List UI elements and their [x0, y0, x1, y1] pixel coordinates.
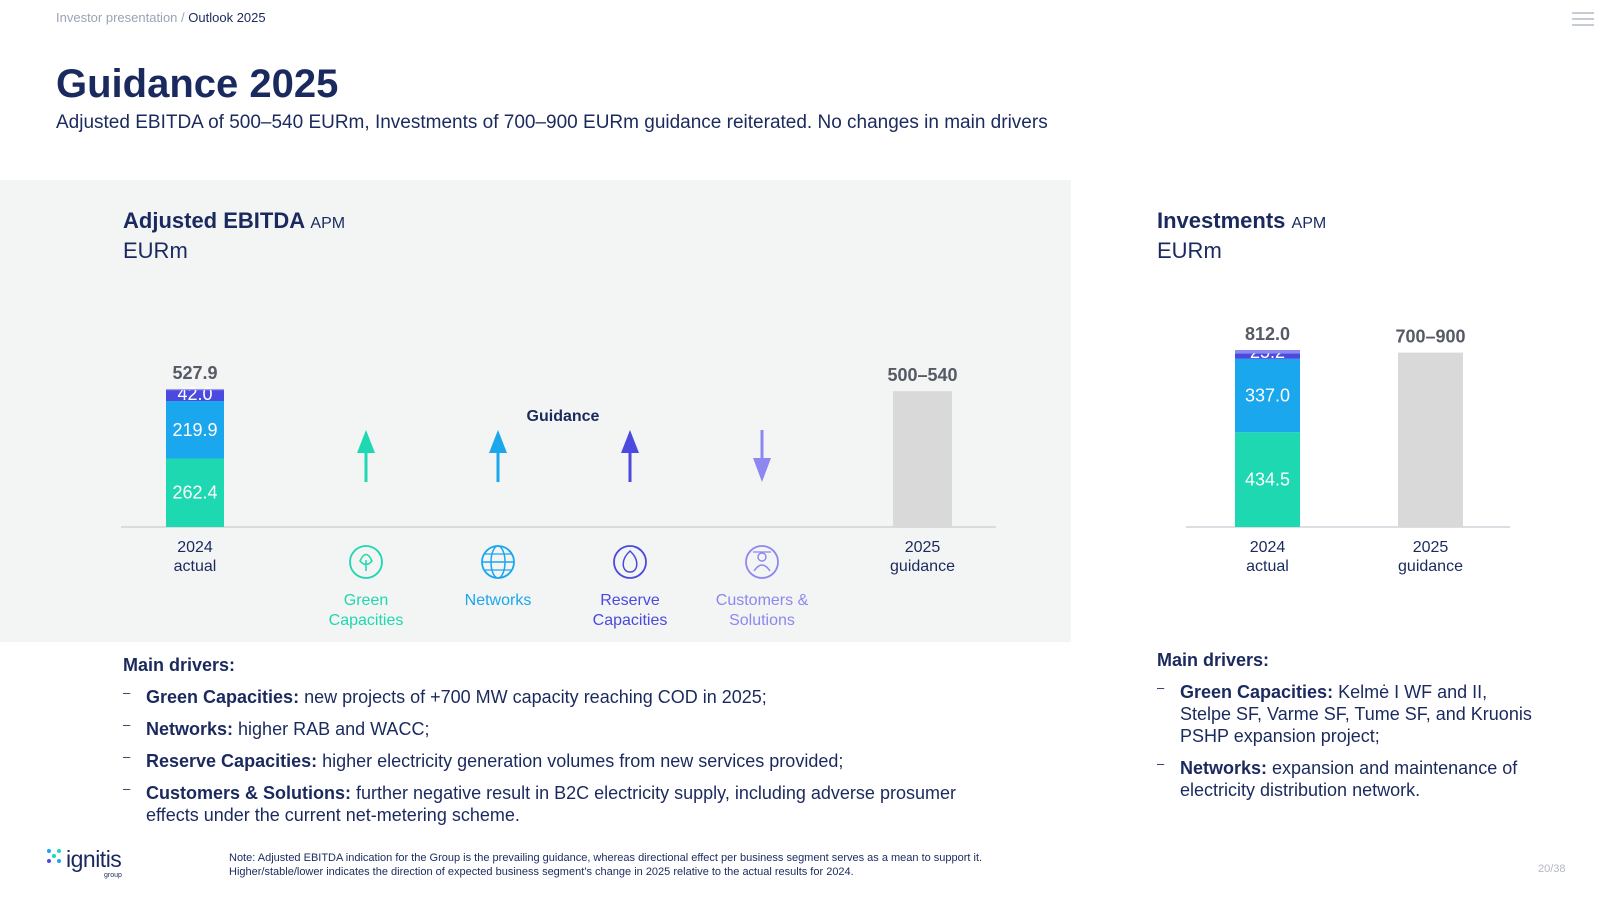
investments-bar-guidance	[1398, 352, 1463, 527]
ebitda-driver-text: new projects of +700 MW capacity reachin…	[299, 687, 767, 707]
ebitda-title-apm: APM	[310, 215, 346, 232]
ebitda-driver-item: Networks: higher RAB and WACC;	[123, 714, 1013, 740]
page-title: Guidance 2025	[56, 62, 339, 106]
investments-title-text: Investments	[1157, 208, 1286, 233]
ebitda-driver-item: Customers & Solutions: further negative …	[123, 778, 1013, 826]
ebitda-driver-text: higher electricity generation volumes fr…	[317, 751, 844, 771]
footnote: Note: Adjusted EBITDA indication for the…	[229, 851, 1029, 879]
ebitda-total-guidance: 500–540	[887, 365, 957, 385]
investments-unit: EURm	[1157, 238, 1222, 263]
investment-driver-text: Kelmė I WF and II, Stelpe SF, Varme SF, …	[1180, 682, 1532, 746]
investments-title-apm: APM	[1291, 215, 1327, 232]
ebitda-total-actual: 527.9	[172, 363, 217, 383]
investments-category-label: 2025	[1413, 539, 1449, 556]
guidance-label: Guidance	[527, 408, 600, 425]
menu-icon[interactable]	[1572, 12, 1594, 28]
ebitda-segment-label: 42.0	[177, 384, 212, 404]
investments-chart-title: Investments APM	[1157, 208, 1326, 234]
investment-driver-label: Green Capacities:	[1180, 682, 1334, 702]
arrow-up-icon	[357, 430, 375, 453]
investments-category-label: guidance	[1398, 558, 1463, 575]
investments-bar-segment-reserve-capacities	[1235, 353, 1300, 359]
ebitda-drivers-list: Green Capacities: new projects of +700 M…	[123, 682, 1013, 836]
segment-label: Solutions	[729, 612, 795, 629]
logo-word: ignitis	[66, 846, 122, 872]
logo-mark-icon	[47, 849, 61, 863]
footnote-line-1: Note: Adjusted EBITDA indication for the…	[229, 852, 983, 864]
page-subtitle: Adjusted EBITDA of 500–540 EURm, Investm…	[56, 112, 1048, 133]
segment-label: Reserve	[600, 592, 660, 609]
breadcrumb-current: Outlook 2025	[188, 10, 266, 25]
ebitda-category-label: 2025	[905, 539, 941, 556]
arrow-up-icon	[489, 430, 507, 453]
logo-sub: group	[104, 872, 122, 879]
footnote-line-2: Higher/stable/lower indicates the direct…	[229, 866, 854, 878]
investment-driver-item: Networks: expansion and maintenance of e…	[1157, 753, 1537, 801]
investments-bar-segment-networks	[1235, 358, 1300, 433]
investments-bar-segment-customers-solutions	[1235, 350, 1300, 354]
ebitda-bar-segment-green-capacities	[166, 458, 224, 527]
segment-label: Networks	[465, 592, 532, 609]
ebitda-driver-text: further negative result in B2C electrici…	[146, 783, 956, 825]
leaf-circle-icon	[349, 545, 383, 579]
segment-label: Green	[344, 592, 388, 609]
ebitda-driver-item: Reserve Capacities: higher electricity g…	[123, 746, 1013, 772]
investment-drivers-list: Green Capacities: Kelmė I WF and II, Ste…	[1157, 677, 1537, 811]
segment-label: Customers &	[716, 592, 809, 609]
investment-driver-text: expansion and maintenance of electricity…	[1180, 758, 1518, 800]
breadcrumb: Investor presentation / Outlook 2025	[56, 10, 266, 25]
ebitda-driver-label: Networks:	[146, 719, 234, 739]
flame-shape	[622, 549, 638, 573]
investments-bar-segment-green-capacities	[1235, 432, 1300, 527]
ebitda-category-label: actual	[174, 558, 217, 575]
ebitda-drivers-heading: Main drivers:	[123, 655, 236, 675]
customers-icon	[745, 545, 779, 579]
investments-segment-label: 337.0	[1245, 386, 1290, 406]
arrow-up-icon	[621, 430, 639, 453]
ebitda-bar-segment-customers-solutions	[166, 389, 224, 391]
investments-total-guidance: 700–900	[1395, 327, 1465, 347]
breadcrumb-parent[interactable]: Investor presentation	[56, 10, 178, 25]
person-head	[757, 552, 767, 562]
ebitda-chart-title: Adjusted EBITDA APM	[123, 208, 345, 234]
arrow-down-icon	[753, 458, 771, 482]
ebitda-segment-label: 219.9	[172, 420, 217, 440]
ebitda-bar-guidance	[893, 391, 952, 527]
ebitda-category-label: guidance	[890, 558, 955, 575]
person-body	[753, 564, 771, 572]
ebitda-driver-label: Reserve Capacities:	[146, 751, 318, 771]
investments-category-label: 2024	[1250, 539, 1286, 556]
breadcrumb-separator: /	[181, 10, 185, 25]
ebitda-bar-segment-reserve-capacities	[166, 390, 224, 402]
ebitda-driver-label: Customers & Solutions:	[146, 783, 352, 803]
investments-segment-label: 434.5	[1245, 470, 1290, 490]
segment-label: Capacities	[329, 612, 404, 629]
ebitda-category-label: 2024	[177, 539, 213, 556]
investment-drivers-heading: Main drivers:	[1157, 650, 1270, 670]
investment-driver-label: Networks:	[1180, 758, 1268, 778]
ebitda-bar-segment-networks	[166, 401, 224, 459]
segment-label: Capacities	[593, 612, 668, 629]
ebitda-title-text: Adjusted EBITDA	[123, 208, 305, 233]
page-number: 20/38	[1538, 863, 1566, 875]
ebitda-driver-item: Green Capacities: new projects of +700 M…	[123, 682, 1013, 708]
ebitda-segment-label: 262.4	[172, 483, 217, 503]
flame-icon	[613, 545, 647, 579]
investments-total-actual: 812.0	[1245, 324, 1290, 344]
investments-category-label: actual	[1246, 558, 1289, 575]
ebitda-driver-label: Green Capacities:	[146, 687, 300, 707]
ebitda-unit: EURm	[123, 238, 188, 263]
ebitda-driver-text: higher RAB and WACC;	[233, 719, 430, 739]
investment-driver-item: Green Capacities: Kelmė I WF and II, Ste…	[1157, 677, 1537, 747]
leaf-icon	[359, 553, 373, 571]
